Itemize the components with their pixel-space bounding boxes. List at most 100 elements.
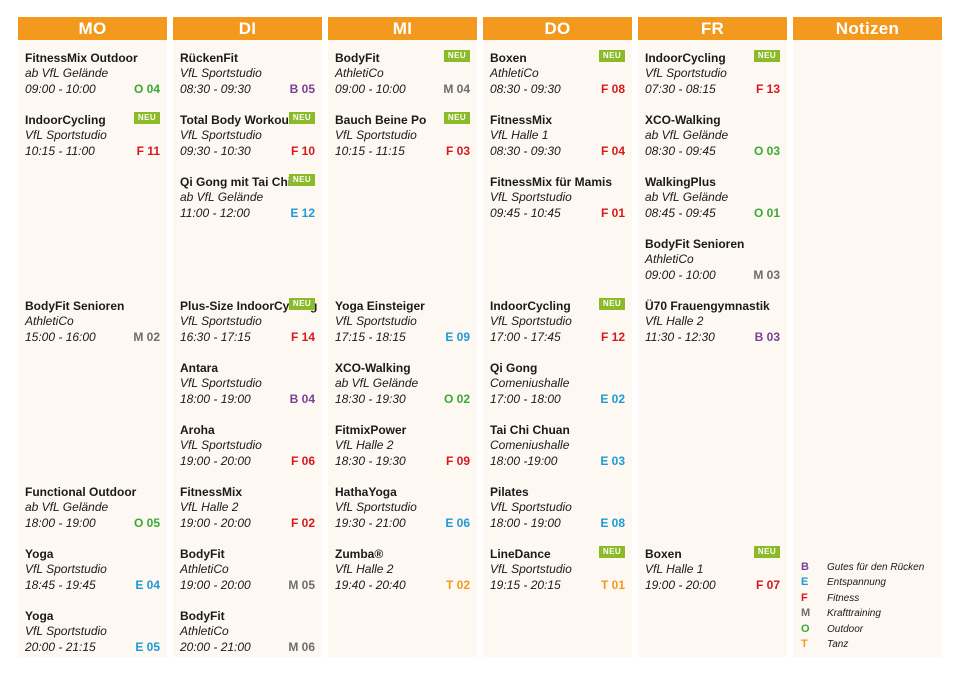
course-location: VfL Sportstudio (335, 314, 417, 328)
course-location: VfL Sportstudio (490, 562, 572, 576)
course-entry: Antara VfL Sportstudio 18:00 - 19:00 B 04 (173, 361, 322, 416)
course-code: O 04 (133, 82, 160, 96)
course-location: AthletiCo (180, 562, 229, 576)
course-code: E 02 (600, 392, 625, 406)
course-code: F 10 (290, 144, 315, 158)
course-time: 17:00 - 18:00 (490, 392, 561, 406)
course-time: 19:30 - 21:00 (335, 516, 406, 530)
course-title: IndoorCycling (490, 299, 571, 313)
course-entry: IndoorCycling VfL Sportstudio 10:15 - 11:0… (18, 112, 167, 168)
course-title: XCO-Walking (335, 361, 411, 375)
day-header: FR (638, 17, 787, 40)
course-entry: Tai Chi Chuan Comeniushalle 18:00 -19:00 E … (483, 423, 632, 478)
course-code: F 08 (600, 82, 625, 96)
legend-key: T (801, 638, 808, 650)
course-time: 10:15 - 11:15 (335, 144, 405, 158)
course-code: F 03 (445, 144, 470, 158)
course-location: VfL Halle 2 (645, 314, 704, 328)
course-location: VfL Sportstudio (335, 128, 417, 142)
course-code: E 12 (290, 206, 315, 220)
course-code: F 06 (290, 454, 315, 468)
course-location: VfL Halle 1 (645, 562, 704, 576)
course-time: 08:30 - 09:30 (180, 82, 251, 96)
day-column-mo: MO FitnessMix Outdoor ab VfL Gelände 09:00 … (18, 17, 167, 657)
legend-label: Entspannung (827, 577, 886, 589)
course-time: 17:15 - 18:15 (335, 330, 406, 344)
legend-item: T Tanz (801, 638, 941, 652)
course-time: 11:00 - 12:00 (180, 206, 250, 220)
course-title: Pilates (490, 485, 529, 499)
day-course-list: IndoorCycling VfL Sportstudio 07:30 - 08:1… (638, 40, 787, 657)
course-location: VfL Halle 2 (180, 500, 239, 514)
course-location: AthletiCo (645, 252, 694, 266)
course-location: VfL Sportstudio (180, 314, 262, 328)
notes-area: B Gutes für den Rücken E Entspannung F Fitnes… (793, 40, 942, 657)
course-title: FitnessMix Outdoor (25, 51, 138, 65)
course-time: 18:00 - 19:00 (25, 516, 96, 530)
day-column-fr: FR IndoorCycling VfL Sportstudio 07:30 - 08… (638, 17, 787, 657)
course-time: 09:00 - 10:00 (335, 82, 406, 96)
course-title: IndoorCycling (25, 113, 106, 127)
course-entry: Boxen AthletiCo 08:30 - 09:30 F 08 NEU (483, 50, 632, 106)
course-entry: Boxen VfL Halle 1 19:00 - 20:00 F 07 NEU (638, 546, 787, 602)
course-code: M 02 (133, 330, 160, 344)
course-title: Boxen (490, 51, 527, 65)
course-time: 17:00 - 17:45 (490, 330, 561, 344)
course-code: O 05 (133, 516, 160, 530)
course-code: O 02 (443, 392, 470, 406)
course-title: BodyFit (180, 547, 225, 561)
course-location: VfL Sportstudio (180, 66, 262, 80)
course-time: 19:00 - 20:00 (645, 578, 716, 592)
course-entry: Aroha VfL Sportstudio 19:00 - 20:00 F 06 (173, 423, 322, 478)
course-code: O 03 (753, 144, 780, 158)
course-location: ab VfL Gelände (25, 500, 109, 514)
legend-label: Tanz (827, 639, 849, 650)
course-location: ab VfL Gelände (180, 190, 264, 204)
course-location: ab VfL Gelände (25, 66, 109, 80)
course-code: M 03 (753, 268, 780, 282)
day-header: MO (18, 17, 167, 40)
legend-label: Outdoor (827, 623, 864, 635)
course-location: ab VfL Gelände (645, 128, 729, 142)
course-entry: BodyFit AthletiCo 20:00 - 21:00 M 06 (173, 609, 322, 664)
course-entry: Yoga VfL Sportstudio 20:00 - 21:15 E 05 (18, 609, 167, 664)
course-location: VfL Sportstudio (490, 314, 572, 328)
course-location: VfL Sportstudio (180, 438, 262, 452)
new-badge: NEU (598, 50, 625, 62)
course-title: Tai Chi Chuan (490, 423, 570, 437)
course-time: 18:30 - 19:30 (335, 454, 406, 468)
course-entry: WalkingPlus ab VfL Gelände 08:45 - 09:45 O … (638, 175, 787, 230)
course-entry: Plus-Size IndoorCycling VfL Sportstudio 16… (173, 298, 322, 354)
course-time: 19:00 - 20:00 (180, 578, 251, 592)
course-entry: FitnessMix VfL Halle 2 19:00 - 20:00 F 02 (173, 485, 322, 540)
course-location: VfL Sportstudio (180, 128, 262, 142)
course-code: E 03 (600, 454, 625, 468)
course-title: BodyFit (180, 609, 225, 623)
course-time: 11:30 - 12:30 (645, 330, 715, 344)
course-title: Qi Gong mit Tai Chi (180, 175, 292, 189)
course-location: ab VfL Gelände (335, 376, 419, 390)
course-location: VfL Halle 2 (335, 438, 394, 452)
course-location: VfL Sportstudio (25, 128, 107, 142)
course-code: E 04 (135, 578, 160, 592)
course-entry: XCO-Walking ab VfL Gelände 08:30 - 09:45 O … (638, 113, 787, 168)
course-title: FitnessMix für Mamis (490, 175, 613, 189)
course-location: VfL Sportstudio (490, 190, 572, 204)
course-entry: RückenFit VfL Sportstudio 08:30 - 09:30 B 0… (173, 51, 322, 106)
course-time: 18:00 -19:00 (490, 454, 558, 468)
day-course-list: FitnessMix Outdoor ab VfL Gelände 09:00 - … (18, 40, 167, 657)
course-time: 18:45 - 19:45 (25, 578, 96, 592)
new-badge: NEU (443, 50, 470, 62)
course-title: Plus-Size IndoorCycling (180, 299, 318, 313)
course-time: 19:00 - 20:00 (180, 454, 251, 468)
course-code: M 05 (288, 578, 315, 592)
day-course-list: RückenFit VfL Sportstudio 08:30 - 09:30 B 0… (173, 40, 322, 657)
course-title: FitnessMix (180, 485, 243, 499)
new-badge: NEU (753, 50, 780, 62)
course-entry: FitnessMix Outdoor ab VfL Gelände 09:00 - … (18, 51, 167, 106)
day-column-di: DI RückenFit VfL Sportstudio 08:30 - 09:30 B… (173, 17, 322, 657)
new-badge: NEU (288, 298, 315, 310)
course-entry: Functional Outdoor ab VfL Gelände 18:00 - … (18, 485, 167, 540)
course-title: BodyFit (335, 51, 380, 65)
new-badge: NEU (598, 546, 625, 558)
